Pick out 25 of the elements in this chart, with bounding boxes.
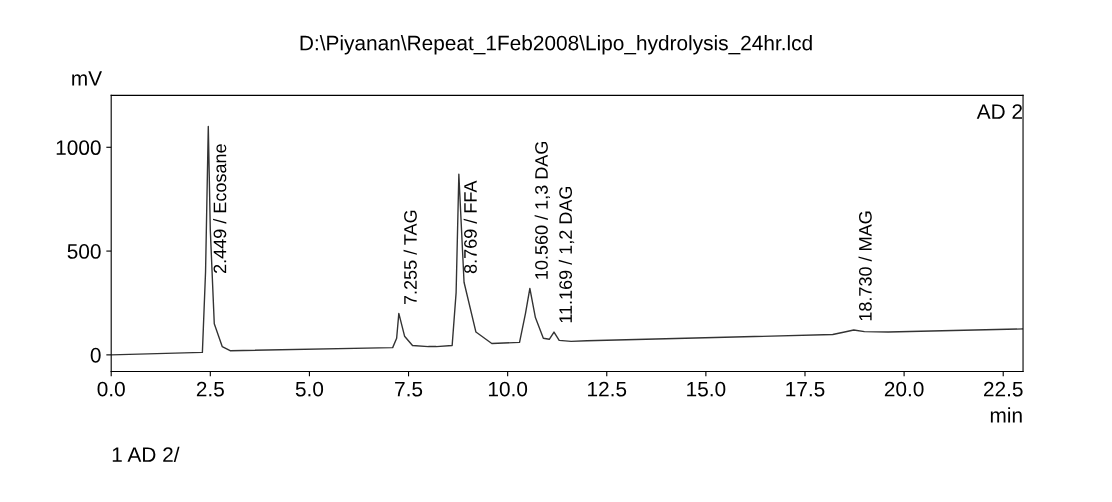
annotation: 7.255 / TAG — [403, 210, 417, 305]
x-axis-title: min — [990, 407, 1022, 423]
x-tick-label: 22.5 — [983, 381, 1023, 397]
y-tick-label: 500 — [67, 244, 101, 259]
x-tick-label: 15.0 — [687, 381, 726, 397]
x-tick-label: 0.0 — [97, 381, 125, 397]
x-tick-label: 12.5 — [588, 381, 627, 397]
x-tick-label: 7.5 — [395, 381, 423, 397]
annotation: AD 2 — [976, 104, 1022, 119]
x-tick-label: 17.5 — [786, 381, 825, 397]
annotation: 11.169 / 1,2 DAG — [558, 186, 575, 323]
x-tick-label: 10.0 — [488, 381, 528, 397]
annotation: 2.449 / Ecosane — [213, 144, 227, 273]
line-series — [111, 125, 1024, 356]
y-tick-label: 1000 — [56, 140, 101, 156]
y-axis-title: mV — [72, 71, 102, 86]
x-tick-label: 5.0 — [295, 381, 324, 397]
x-tick-label: 20.0 — [884, 381, 924, 397]
text: 1 AD 2/ — [112, 446, 180, 463]
y-tick-label: 0 — [90, 347, 101, 363]
annotation: 8.769 / FFA — [463, 180, 477, 274]
chart-title: D:\Piyanan\Repeat_1Feb2008\Lipo_hydrolysis_24hr.lcd — [300, 35, 812, 55]
annotation: 18.730 / MAG — [858, 211, 872, 321]
annotation: 10.560 / 1,3 DAG — [534, 141, 551, 279]
x-tick-label: 2.5 — [196, 381, 224, 397]
